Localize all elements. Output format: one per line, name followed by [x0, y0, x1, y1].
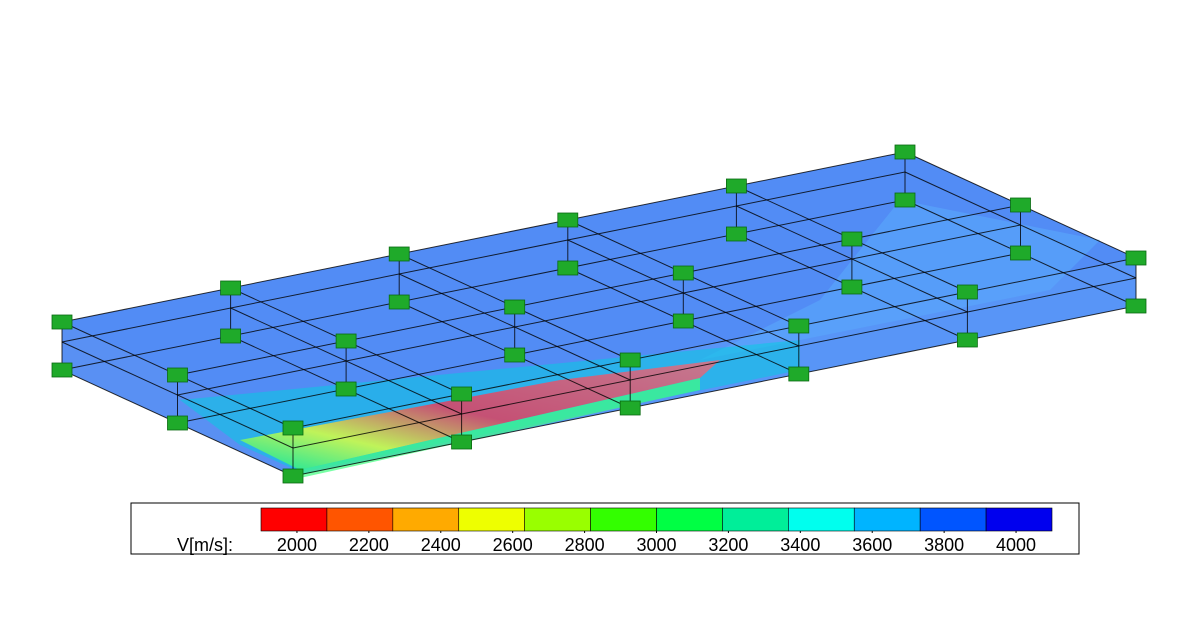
tick-label: 2800 [565, 535, 605, 555]
node-marker [51, 362, 73, 378]
color-swatch [919, 507, 987, 532]
node-marker [557, 212, 579, 228]
grid-line [61, 151, 906, 323]
node-marker [841, 231, 863, 247]
node-marker [894, 192, 916, 208]
grid-line [292, 277, 1137, 449]
node-marker [957, 332, 978, 348]
color-swatch [326, 507, 394, 532]
color-swatch [458, 507, 525, 532]
tick-label: 2200 [349, 535, 389, 555]
tick-label: 2600 [493, 535, 533, 555]
grid-line [177, 204, 1021, 376]
node-marker [726, 226, 747, 242]
node-marker [335, 333, 357, 349]
node-marker [451, 386, 473, 402]
node-marker [619, 400, 641, 416]
grid-line [292, 305, 1137, 477]
node-marker [51, 314, 73, 330]
color-swatch [524, 507, 591, 532]
node-marker [220, 280, 242, 296]
node-marker [388, 294, 410, 310]
color-swatch [853, 507, 921, 532]
node-marker [619, 352, 641, 368]
node-marker [282, 468, 304, 484]
node-marker [957, 284, 978, 300]
tick-label: 3400 [780, 535, 820, 555]
node-marker [788, 318, 810, 334]
node-marker [672, 313, 694, 329]
tick-label: 3200 [708, 535, 748, 555]
node-marker [894, 144, 916, 160]
node-marker [388, 246, 410, 262]
green-zone [300, 378, 700, 478]
color-swatch [392, 507, 460, 532]
grid-line [61, 171, 906, 343]
colorbar-label: V[m/s]: [177, 535, 233, 555]
low-velocity-zone [240, 360, 720, 470]
node-marker [504, 299, 526, 315]
node-marker [1125, 250, 1147, 266]
color-swatch [590, 507, 657, 532]
velocity-model [51, 144, 1147, 484]
node-marker [335, 381, 357, 397]
color-swatch [260, 507, 328, 532]
color-swatch [656, 507, 723, 532]
grid-line [292, 257, 1137, 429]
node-marker [1010, 245, 1031, 261]
grid-line [61, 199, 906, 371]
node-marker [672, 265, 694, 281]
node-marker [282, 420, 304, 436]
tick-label: 3800 [924, 535, 964, 555]
node-marker [726, 178, 747, 194]
color-swatch [722, 507, 789, 532]
node-marker [841, 279, 863, 295]
node-marker [167, 415, 188, 431]
node-marker [788, 366, 810, 382]
tick-label: 3000 [636, 535, 676, 555]
node-marker [1010, 197, 1031, 213]
node-marker [504, 347, 526, 363]
tick-label: 3600 [852, 535, 892, 555]
tick-label: 2000 [277, 535, 317, 555]
node-marker [220, 328, 242, 344]
grid-line [177, 224, 1021, 396]
grid-line [177, 252, 1021, 424]
color-swatch [985, 507, 1053, 532]
tick-label: 2400 [421, 535, 461, 555]
color-swatch [788, 507, 855, 532]
node-marker [167, 367, 188, 383]
node-marker [1125, 298, 1147, 314]
tick-label: 4000 [996, 535, 1036, 555]
node-marker [557, 260, 579, 276]
node-marker [451, 434, 473, 450]
